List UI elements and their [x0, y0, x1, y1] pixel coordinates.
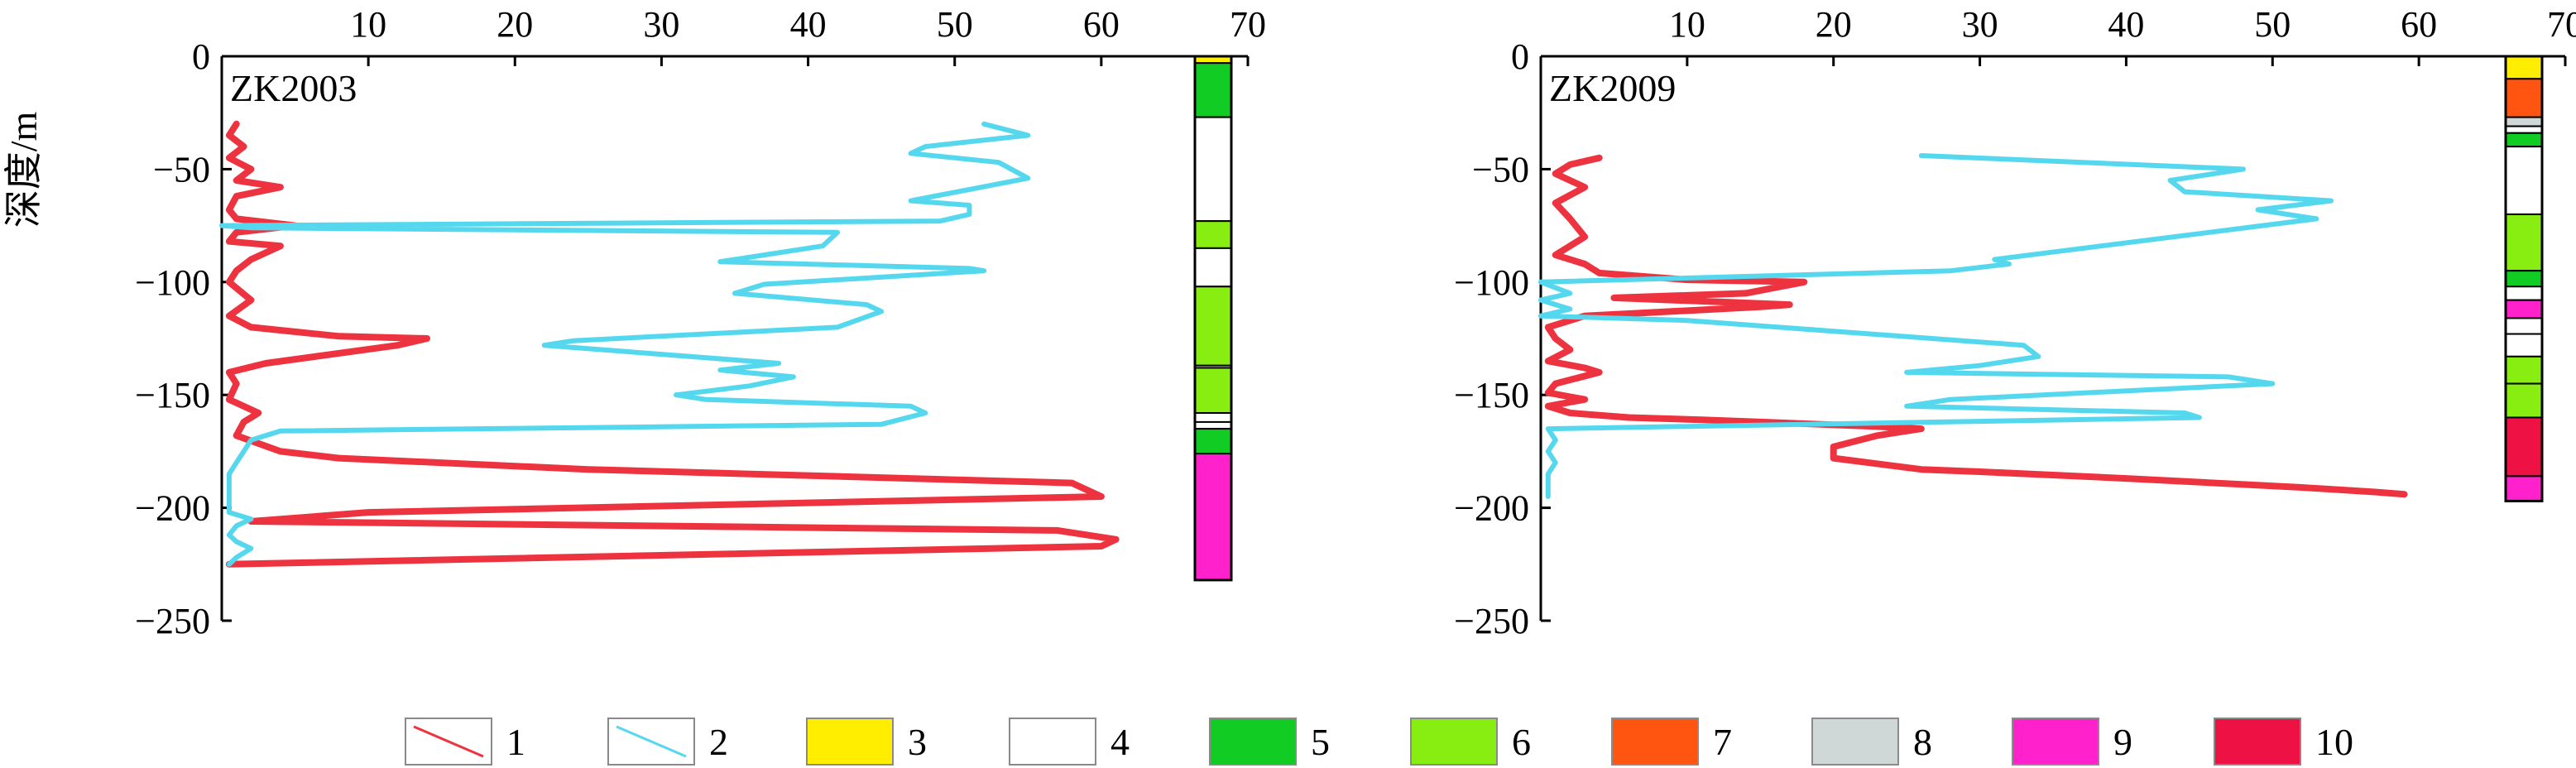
x-tick-label: 60 — [1083, 4, 1120, 45]
legend-label: 4 — [1111, 721, 1130, 763]
y-tick-label: −100 — [1454, 262, 1529, 303]
column-outline — [2504, 55, 2544, 502]
x-tick-label: 50 — [2254, 4, 2291, 45]
legend-swatch — [1611, 718, 1699, 766]
column-outline — [1193, 55, 1233, 582]
legend-label: 6 — [1512, 721, 1531, 763]
y-tick-label: −150 — [135, 375, 210, 415]
x-tick-label: 70 — [2547, 4, 2576, 45]
lithology-column — [1193, 55, 1233, 582]
legend-label: 8 — [1913, 721, 1932, 763]
legend-item-5: 5 — [1209, 718, 1330, 766]
column-segment-3 — [2505, 55, 2543, 80]
column-segment-6 — [1194, 286, 1232, 367]
column-segment-9 — [2505, 475, 2543, 502]
x-tick-label: 60 — [2401, 4, 2437, 45]
y-tick-label: −100 — [135, 262, 210, 303]
y-axis-label: 深度/m — [2, 112, 45, 228]
y-tick-label: −200 — [135, 488, 210, 529]
y-tick-label: 0 — [192, 36, 210, 77]
legend-label: 2 — [709, 721, 728, 763]
x-tick-label: 10 — [350, 4, 386, 45]
series-2-curve — [1538, 153, 2334, 499]
x-tick-label: 20 — [496, 4, 533, 45]
panel-ZK2009: 10 20 30 40 50 60 70 0 −50 −100 −150 −200 −250 ZK2009 — [1454, 4, 2576, 641]
column-segment-6 — [1194, 220, 1232, 249]
column-segment-5 — [1194, 62, 1232, 118]
y-tick-label: −50 — [1472, 149, 1529, 190]
lithology-column — [2504, 55, 2544, 502]
y-tick-label: −250 — [135, 601, 210, 641]
column-segment-4 — [1194, 116, 1232, 223]
y-tick-label: −150 — [1454, 375, 1529, 415]
legend-item-6: 6 — [1410, 718, 1531, 766]
column-segment-4 — [2505, 146, 2543, 215]
column-segment-5 — [2505, 132, 2543, 148]
y-tick-label: −250 — [1454, 601, 1529, 641]
x-tick-label: 50 — [937, 4, 973, 45]
legend-label: 10 — [2315, 721, 2353, 763]
x-tick-label: 30 — [1962, 4, 1998, 45]
column-segment-5 — [2505, 270, 2543, 288]
legend-item-2: 2 — [607, 718, 728, 766]
y-tick-label: 0 — [1511, 36, 1529, 77]
legend-swatch — [2214, 718, 2301, 766]
panels: 10 20 30 40 50 60 70 0 −50 −100 −150 −200 −250 ZK2003… — [135, 4, 2576, 641]
column-segment-4 — [1194, 412, 1232, 423]
y-tick-label: −200 — [1454, 488, 1529, 529]
legend-item-1: 1 — [405, 718, 525, 766]
legend-item-8: 8 — [1811, 718, 1932, 766]
x-tick-label: 70 — [1230, 4, 1266, 45]
panel-label: ZK2009 — [1549, 67, 1676, 109]
column-segment-9 — [1194, 453, 1232, 581]
legend-label: 3 — [908, 721, 927, 763]
x-tick-label: 20 — [1816, 4, 1852, 45]
legend-swatch — [1410, 718, 1498, 766]
x-tick-label: 40 — [790, 4, 827, 45]
legend-label: 1 — [506, 721, 525, 763]
panel-ZK2003: 10 20 30 40 50 60 70 0 −50 −100 −150 −200 −250 ZK2003 — [135, 4, 1266, 641]
legend-label: 9 — [2113, 721, 2132, 763]
x-tick-label: 40 — [2108, 4, 2144, 45]
x-tick-label: 30 — [643, 4, 679, 45]
column-segment-6 — [2505, 213, 2543, 272]
column-segment-4 — [2505, 125, 2543, 134]
legend-item-7: 7 — [1611, 718, 1732, 766]
legend-item-4: 4 — [1009, 718, 1130, 766]
column-segment-4 — [1194, 420, 1232, 430]
panel-label: ZK2003 — [230, 67, 357, 109]
column-segment-5 — [1194, 428, 1232, 455]
column-segment-6 — [1194, 367, 1232, 415]
column-segment-8 — [2505, 116, 2543, 127]
legend-label: 7 — [1713, 721, 1732, 763]
legend-item-3: 3 — [806, 718, 927, 766]
y-tick-label: −50 — [153, 149, 210, 190]
series-1-curve — [225, 120, 1120, 568]
x-tick-label: 10 — [1669, 4, 1705, 45]
column-segment-6 — [2505, 355, 2543, 385]
legend-swatch — [1209, 718, 1297, 766]
series-2-curve — [219, 121, 1031, 567]
legend-label: 5 — [1311, 721, 1330, 763]
legend-item-10: 10 — [2214, 718, 2353, 766]
column-segment-4 — [1194, 247, 1232, 288]
legend-item-9: 9 — [2012, 718, 2132, 766]
series-1-curve — [1544, 154, 2408, 498]
column-segment-7 — [2505, 78, 2543, 118]
column-segment-10 — [2505, 416, 2543, 478]
column-segment-9 — [2505, 299, 2543, 319]
legend-line-symbol — [413, 725, 484, 758]
legend-line-symbol — [616, 725, 687, 758]
column-segment-4 — [2505, 317, 2543, 335]
legend: 1 2 3 4 5 6 7 8 9 10 — [405, 718, 2353, 766]
legend-swatch — [1811, 718, 1899, 766]
column-segment-4 — [2505, 286, 2543, 301]
column-segment-4 — [2505, 333, 2543, 358]
legend-swatch — [2012, 718, 2099, 766]
legend-swatch — [1009, 718, 1096, 766]
column-segment-6 — [2505, 382, 2543, 419]
legend-swatch — [806, 718, 894, 766]
